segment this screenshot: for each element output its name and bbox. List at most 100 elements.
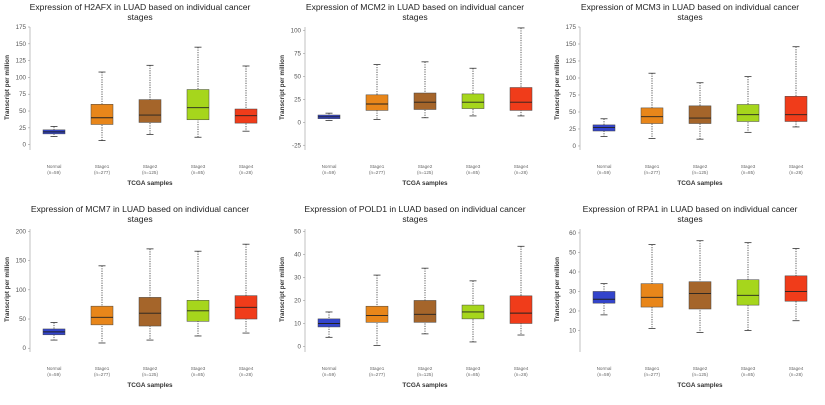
y-axis-label: Transcript per million [279, 257, 286, 322]
box-normal [317, 318, 341, 328]
x-axis-label: TCGA samples [677, 180, 723, 187]
category-label: Stage1 [370, 164, 385, 169]
y-tick-label: 50 [569, 249, 576, 256]
x-axis-label: TCGA samples [677, 382, 723, 389]
y-tick-label: 75 [19, 91, 26, 98]
sample-count-label: (n=28) [514, 170, 528, 175]
box-stage1 [90, 104, 114, 125]
chart-title: Expression of MCM2 in LUAD based on indi… [305, 2, 525, 22]
y-tick-label: 50 [294, 74, 301, 81]
x-axis-label: TCGA samples [402, 180, 448, 187]
sample-count-label: (n=277) [644, 372, 660, 377]
y-tick-label: 100 [16, 74, 27, 81]
y-tick-label: 25 [19, 125, 26, 132]
sample-count-label: (n=125) [417, 372, 433, 377]
y-tick-label: 0 [23, 142, 27, 149]
chart-title: Expression of MCM7 in LUAD based on indi… [30, 204, 250, 224]
boxplot-mcm3: 0 25 50 75 100 125 150 175 Transcript per millio… [554, 24, 808, 187]
sample-count-label: (n=125) [692, 170, 708, 175]
box-stage1 [90, 305, 114, 326]
y-tick-label: 40 [569, 269, 576, 276]
sample-count-label: (n=59) [47, 372, 61, 377]
box-stage2 [413, 300, 437, 323]
y-tick-label: 0 [298, 119, 302, 126]
y-tick-label: 20 [294, 297, 301, 304]
boxplot-h2afx: 0 25 50 75 100 125 150 175 Transcript per millio… [4, 24, 258, 187]
box-normal [592, 291, 616, 304]
box-stage1 [640, 283, 664, 308]
y-tick-label: 25 [569, 126, 576, 133]
boxplot-pold1: 0 10 20 30 40 50 Transcript per million Normal (… [279, 228, 533, 389]
category-label: Normal [322, 366, 337, 371]
box-stage2 [138, 99, 162, 123]
chart-panel-mcm2: Expression of MCM2 in LUAD based on indi… [275, 0, 550, 202]
category-label: Stage2 [693, 366, 708, 371]
category-label: Normal [47, 366, 62, 371]
category-label: Stage2 [143, 164, 158, 169]
sample-count-label: (n=28) [789, 372, 803, 377]
y-tick-label: -25 [292, 142, 302, 149]
y-tick-label: 30 [294, 274, 301, 281]
y-tick-label: 25 [294, 96, 301, 103]
sample-count-label: (n=277) [369, 170, 385, 175]
y-tick-label: 150 [16, 41, 27, 48]
chart-panel-mcm7: Expression of MCM7 in LUAD based on indi… [0, 202, 275, 404]
category-label: Normal [47, 164, 62, 169]
y-tick-label: 100 [16, 287, 27, 294]
y-axis-label: Transcript per million [4, 55, 11, 120]
sample-count-label: (n=59) [47, 170, 61, 175]
boxplot-mcm7: 0 50 100 150 200 Transcript per million Normal… [4, 228, 258, 389]
sample-count-label: (n=28) [239, 372, 253, 377]
category-label: Stage1 [645, 164, 660, 169]
sample-count-label: (n=59) [597, 170, 611, 175]
y-tick-label: 0 [23, 345, 27, 352]
category-label: Stage4 [239, 164, 254, 169]
y-tick-label: 125 [566, 58, 577, 65]
box-stage1 [365, 305, 389, 323]
category-label: Stage4 [789, 164, 804, 169]
chart-title: Expression of MCM3 in LUAD based on indi… [580, 2, 800, 22]
y-tick-label: 40 [294, 251, 301, 258]
sample-count-label: (n=85) [466, 372, 480, 377]
category-label: Stage3 [191, 366, 206, 371]
chart-panel-rpa1: Expression of RPA1 in LUAD based on indi… [550, 202, 825, 404]
sample-count-label: (n=125) [692, 372, 708, 377]
sample-count-label: (n=277) [94, 372, 110, 377]
box-stage4 [784, 275, 808, 302]
category-label: Stage2 [418, 366, 433, 371]
y-tick-label: 175 [16, 24, 27, 31]
y-tick-label: 0 [298, 344, 302, 351]
category-label: Stage3 [741, 164, 756, 169]
category-label: Stage3 [191, 164, 206, 169]
y-tick-label: 200 [16, 228, 27, 235]
box-stage3 [736, 279, 760, 306]
category-label: Stage4 [514, 164, 529, 169]
category-label: Stage4 [514, 366, 529, 371]
category-label: Stage4 [239, 366, 254, 371]
y-tick-label: 30 [569, 288, 576, 295]
box-stage4 [784, 96, 808, 122]
category-label: Stage1 [645, 366, 660, 371]
sample-count-label: (n=277) [644, 170, 660, 175]
y-tick-label: 100 [291, 28, 302, 35]
chart-panel-mcm3: Expression of MCM3 in LUAD based on indi… [550, 0, 825, 202]
y-axis-label: Transcript per million [554, 257, 561, 322]
category-label: Stage3 [741, 366, 756, 371]
category-label: Stage2 [143, 366, 158, 371]
box-stage2 [138, 297, 162, 327]
y-tick-label: 0 [573, 143, 577, 150]
category-label: Stage1 [95, 366, 110, 371]
sample-count-label: (n=85) [741, 372, 755, 377]
category-label: Normal [597, 164, 612, 169]
y-tick-label: 50 [294, 228, 301, 235]
sample-count-label: (n=59) [597, 372, 611, 377]
y-tick-label: 60 [569, 230, 576, 237]
category-label: Stage2 [418, 164, 433, 169]
box-stage4 [509, 87, 533, 111]
y-tick-label: 10 [294, 320, 301, 327]
box-stage1 [365, 94, 389, 111]
sample-count-label: (n=59) [322, 170, 336, 175]
chart-title: Expression of POLD1 in LUAD based on ind… [304, 204, 526, 224]
box-stage4 [509, 295, 533, 324]
sample-count-label: (n=85) [466, 170, 480, 175]
